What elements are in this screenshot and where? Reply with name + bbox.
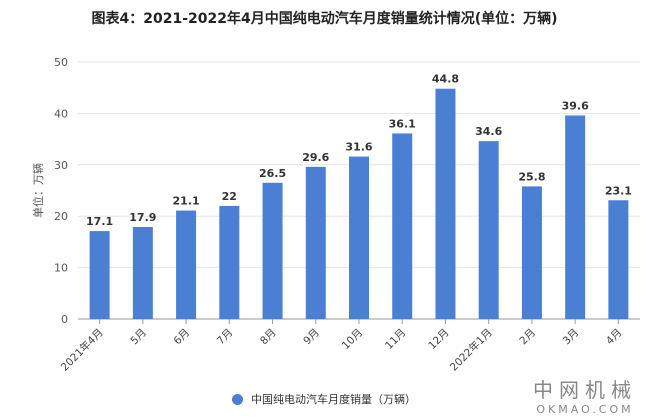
y-tick-label: 30 [54,159,68,172]
bar [305,166,326,319]
y-tick-label: 50 [54,56,68,69]
bar [565,115,586,320]
y-axis-label: 单位：万辆 [31,163,45,218]
data-label: 31.6 [345,141,372,154]
bar [89,231,110,319]
x-tick-label: 2月 [517,327,538,348]
data-label: 26.5 [259,167,286,180]
x-tick-label: 3月 [561,327,582,348]
data-label: 39.6 [562,99,589,112]
chart-title: 图表4：2021-2022年4月中国纯电动汽车月度销量统计情况(单位：万辆) [91,11,558,27]
brand-cn: 中网机械 [533,378,637,402]
x-tick-label: 9月 [301,327,322,348]
x-tick-label: 12月 [426,327,451,352]
bar [435,88,456,319]
data-label: 22 [222,190,237,203]
legend-marker [232,393,243,405]
legend: 中国纯电动汽车月度销量（万辆） [232,391,416,407]
x-tick-label: 7月 [215,327,236,348]
x-tick-label: 2021年4月 [58,326,106,374]
brand-logo: 中网机械 OKMAO.COM [533,374,637,416]
x-tick-label: 8月 [258,327,279,348]
data-label: 21.1 [173,195,200,208]
y-tick-label: 20 [54,210,68,223]
x-tick-label: 11月 [383,327,408,352]
bar [392,133,413,319]
x-tick-label: 6月 [172,327,193,348]
data-label: 36.1 [389,117,416,130]
data-label: 29.6 [302,151,329,164]
data-label: 17.1 [86,215,113,228]
data-label: 44.8 [432,73,459,86]
x-tick-label: 10月 [340,327,365,352]
data-label: 17.9 [129,211,156,224]
x-tick-label: 2022年1月 [447,326,495,374]
brand-en: OKMAO.COM [536,403,634,416]
y-tick-label: 0 [61,313,68,326]
bar [176,210,197,319]
bar [132,226,153,319]
y-tick-label: 40 [54,107,68,120]
x-tick-label: 5月 [128,327,149,348]
data-label: 25.8 [518,170,545,183]
data-label: 23.1 [605,184,632,197]
legend-label: 中国纯电动汽车月度销量（万辆） [251,393,416,406]
y-tick-label: 10 [54,262,68,275]
x-tick-label: 4月 [604,327,625,348]
bar [219,205,240,319]
bar [349,156,369,319]
data-label: 34.6 [475,125,502,138]
bar [608,200,629,319]
bar [262,182,283,319]
bar [521,186,542,319]
bar [478,141,499,319]
